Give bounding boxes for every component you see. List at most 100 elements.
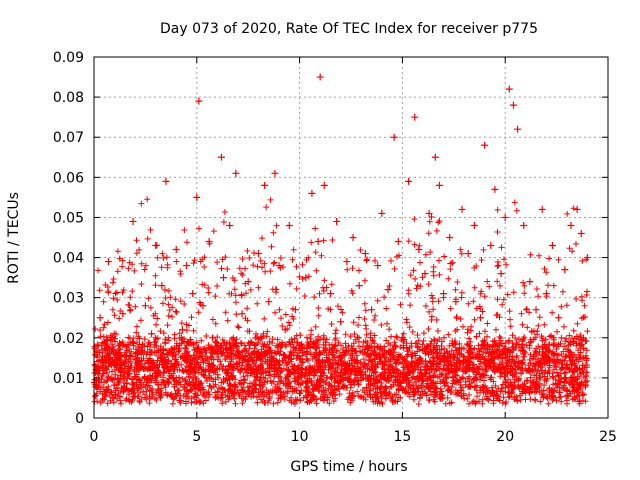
roti-point [308, 189, 316, 197]
x-tick-label: 10 [291, 429, 309, 445]
roti-point [141, 302, 149, 310]
roti-point [217, 153, 225, 161]
roti-point [113, 362, 121, 370]
roti-point [368, 306, 376, 314]
roti-point [275, 262, 283, 270]
roti-point [162, 177, 170, 185]
roti-point [205, 238, 213, 246]
roti-point [394, 238, 402, 246]
roti-point [100, 354, 108, 362]
roti-point [505, 85, 513, 93]
roti-point [378, 209, 386, 217]
roti-point [314, 238, 322, 246]
roti-point [497, 270, 505, 278]
x-tick-label: 20 [496, 429, 514, 445]
y-tick-label: 0.01 [53, 371, 84, 387]
x-tick-label: 5 [192, 429, 201, 445]
roti-point [271, 169, 279, 177]
roti-point [542, 290, 550, 298]
roti-point [183, 262, 191, 270]
roti-point [520, 221, 528, 229]
roti-point [226, 221, 234, 229]
roti-point [168, 346, 176, 354]
roti-point [220, 274, 228, 282]
roti-point [152, 242, 160, 250]
x-axis-title: GPS time / hours [290, 459, 407, 475]
roti-point [458, 205, 466, 213]
roti-point [316, 73, 324, 81]
roti-point [199, 302, 207, 310]
roti-point [193, 193, 201, 201]
data-points [91, 73, 591, 407]
roti-point [440, 290, 448, 298]
roti-point [238, 310, 246, 318]
roti-point [232, 169, 240, 177]
roti-point [548, 242, 556, 250]
roti-point [452, 298, 460, 306]
axis-ticks [93, 56, 609, 419]
roti-point [561, 266, 569, 274]
roti-point [291, 306, 299, 314]
y-tick-label: 0.07 [53, 130, 84, 146]
roti-point [285, 221, 293, 229]
roti-point [421, 270, 429, 278]
roti-point [567, 221, 575, 229]
chart-title: Day 073 of 2020, Rate Of TEC Index for r… [160, 21, 538, 37]
plot-frame [93, 56, 609, 419]
roti-point [349, 234, 357, 241]
roti-point [250, 350, 258, 358]
roti-point [148, 330, 156, 338]
roti-point [296, 342, 304, 350]
roti-point [538, 205, 546, 213]
y-axis-title: ROTI / TECUs [6, 192, 22, 284]
roti-point-cloud [91, 196, 591, 407]
roti-point [405, 177, 413, 185]
roti-point [333, 217, 341, 225]
roti-point [435, 181, 443, 189]
roti-point [337, 318, 345, 326]
roti-point [446, 234, 454, 241]
roti-point [532, 306, 540, 314]
roti-point [481, 141, 489, 149]
roti-point [411, 113, 419, 121]
roti-point [281, 326, 289, 334]
x-tick-labels: 0 5 10 15 20 25 [90, 429, 617, 445]
roti-point [302, 274, 310, 282]
roti-point [573, 205, 581, 213]
roti-point [526, 278, 534, 286]
roti-point [158, 282, 166, 290]
roti-point [261, 181, 269, 189]
roti-point [326, 290, 334, 298]
roti-point [509, 101, 517, 109]
roti-point [254, 250, 262, 258]
roti-point [172, 246, 180, 254]
roti-point [265, 298, 273, 306]
roti-point [487, 242, 495, 250]
roti-point [119, 310, 127, 318]
roti-point [415, 246, 423, 254]
y-tick-label: 0.05 [53, 210, 84, 226]
roti-point [178, 326, 186, 334]
roti-point [361, 250, 369, 258]
roti-point [477, 314, 485, 322]
y-tick-label: 0.04 [53, 251, 84, 267]
roti-point [583, 254, 591, 262]
y-tick-label: 0.06 [53, 170, 84, 186]
roti-point [470, 221, 478, 229]
roti-point [343, 258, 351, 266]
y-tick-label: 0.09 [53, 50, 84, 66]
roti-point [211, 338, 219, 346]
y-tick-labels: 0 0.01 0.02 0.03 0.04 0.05 0.06 0.07 0.08 0.09 [53, 50, 84, 427]
y-tick-label: 0.03 [53, 291, 84, 307]
roti-point [195, 97, 203, 105]
roti-point [189, 290, 197, 298]
roti-point [491, 185, 499, 193]
roti-point [109, 334, 117, 342]
roti-point [555, 314, 563, 322]
roti-point [374, 262, 382, 270]
y-tick-label: 0.08 [53, 90, 84, 106]
roti-point [129, 217, 137, 225]
roti-point [464, 250, 472, 258]
roti-point [431, 153, 439, 161]
